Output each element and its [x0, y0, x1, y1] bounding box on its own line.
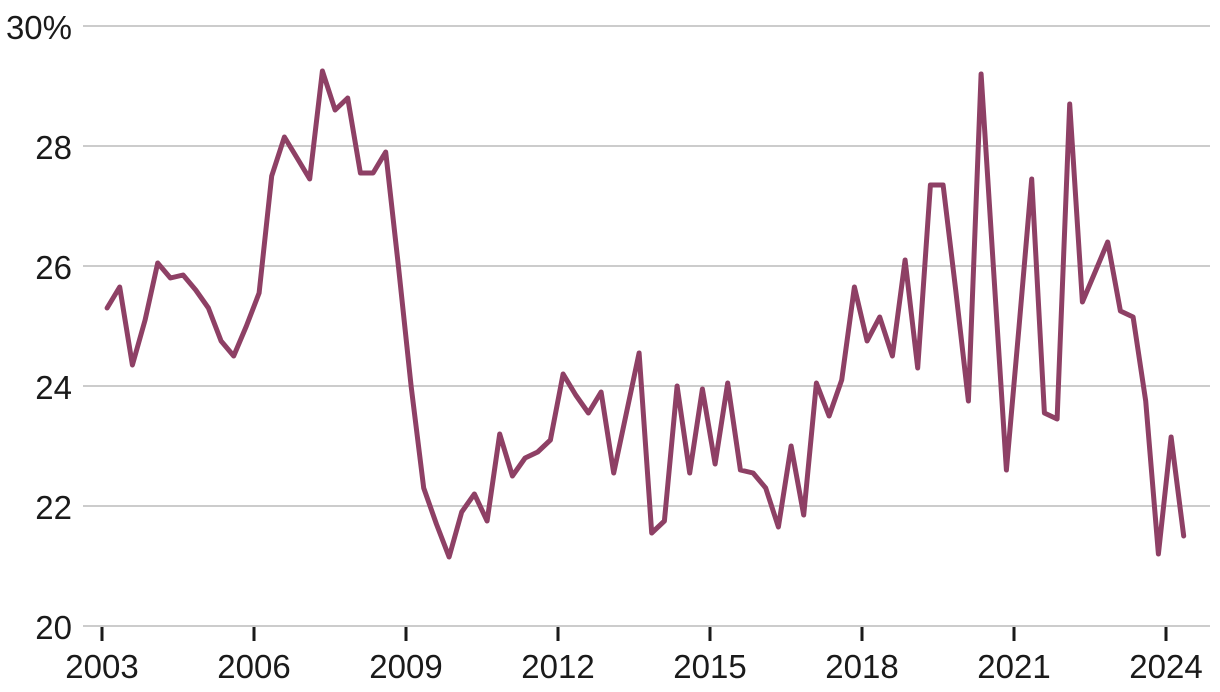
x-axis-label: 2012	[521, 648, 594, 685]
y-axis-label: 28	[35, 129, 72, 166]
data-line	[104, 68, 1187, 560]
y-axis-label: 24	[35, 369, 72, 406]
x-axis-label: 2003	[65, 648, 138, 685]
y-axis-label: 20	[35, 609, 72, 646]
x-axis-label: 2024	[1129, 648, 1202, 685]
y-axis-label: 26	[35, 249, 72, 286]
x-axis-label: 2009	[369, 648, 442, 685]
x-axis-label: 2015	[673, 648, 746, 685]
y-axis-label: 22	[35, 489, 72, 526]
y-axis-label: 30%	[6, 9, 72, 46]
x-axis-label: 2018	[825, 648, 898, 685]
x-axis-label: 2021	[977, 648, 1050, 685]
x-axis-label: 2006	[217, 648, 290, 685]
